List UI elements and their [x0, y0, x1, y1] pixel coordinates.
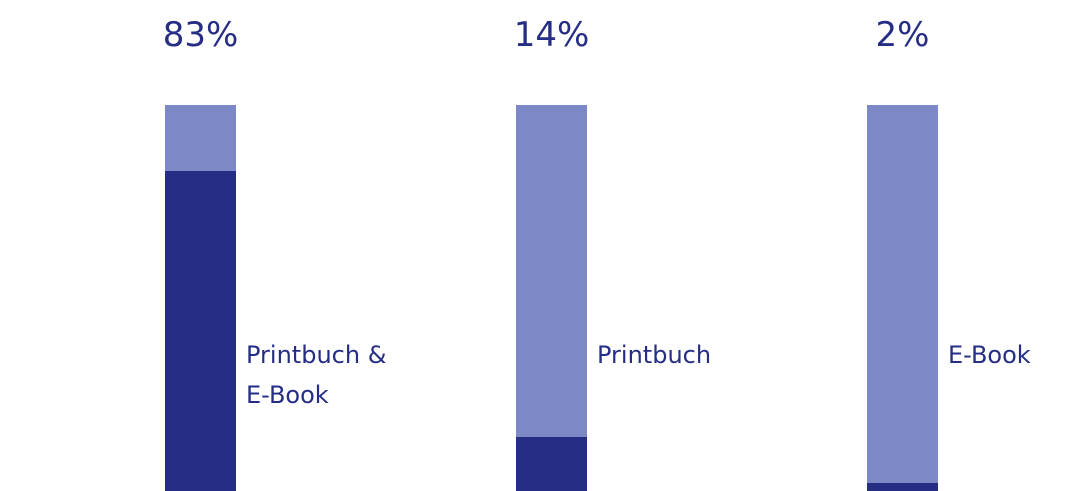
value-label: 14%	[513, 15, 590, 55]
bar	[165, 170, 236, 491]
bar	[867, 483, 938, 491]
bar-track	[867, 105, 938, 491]
value-label: 2%	[875, 15, 930, 55]
bar	[516, 436, 587, 491]
category-label: Printbuch & E-Book	[246, 341, 387, 409]
category-label: E-Book	[948, 341, 1031, 369]
value-label: 83%	[162, 15, 239, 55]
category-label: Printbuch	[597, 341, 712, 369]
bar-track	[516, 105, 587, 491]
